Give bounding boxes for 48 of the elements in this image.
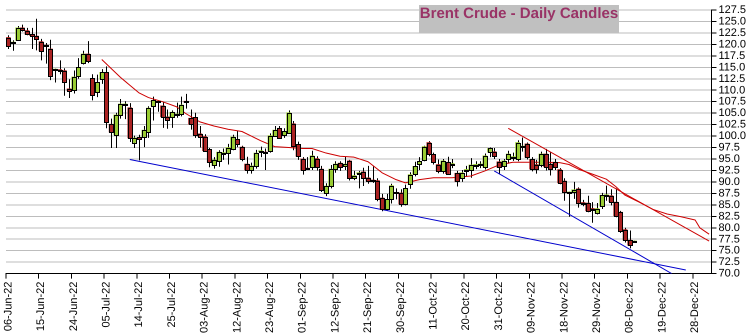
- y-tick-label: 90.0: [718, 176, 740, 188]
- y-tick-label: 77.5: [718, 233, 740, 246]
- x-tick-label: 24-Jun-22: [68, 282, 80, 332]
- x-tick-label: 12-Sep-22: [329, 282, 342, 334]
- x-tick-label: 19-Dec-22: [656, 282, 668, 333]
- y-tick-label: 95.0: [718, 153, 740, 166]
- y-tick-label: 100.0: [718, 130, 746, 142]
- x-tick-label: 21-Sep-22: [362, 282, 374, 334]
- x-tick-label: 05-Jul-22: [100, 282, 112, 328]
- chart-title: Brent Crude - Daily Candles: [419, 5, 619, 33]
- y-tick-label: 115.0: [718, 61, 746, 74]
- y-tick-label: 82.5: [718, 210, 740, 222]
- x-tick-label: 06-Jun-22: [2, 282, 14, 332]
- y-tick-label: 70.0: [718, 268, 740, 280]
- y-tick-label: 120.0: [718, 38, 746, 50]
- y-tick-label: 80.0: [718, 222, 740, 234]
- y-tick-label: 87.5: [718, 187, 740, 200]
- x-tick-label: 28-Dec-22: [689, 282, 702, 333]
- y-tick-label: 117.5: [718, 50, 746, 62]
- y-tick-label: 110.0: [718, 84, 746, 96]
- x-tick-label: 30-Sep-22: [394, 282, 407, 334]
- y-tick-label: 112.5: [718, 72, 746, 85]
- y-tick-label: 107.5: [718, 96, 746, 108]
- candlestick: [104, 66, 109, 129]
- x-tick-label: 03-Aug-22: [198, 282, 211, 334]
- x-tick-label: 25-Jul-22: [166, 282, 178, 328]
- x-tick-label: 01-Sep-22: [296, 282, 309, 334]
- y-tick-label: 92.5: [718, 164, 740, 176]
- y-tick-label: 72.5: [718, 256, 740, 268]
- y-tick-label: 85.0: [718, 198, 740, 211]
- x-tick-label: 14-Jul-22: [133, 282, 146, 328]
- x-tick-label: 11-Oct-22: [428, 282, 440, 330]
- x-tick-label: 18-Nov-22: [558, 282, 570, 333]
- x-tick-label: 29-Nov-22: [591, 282, 604, 333]
- y-tick-label: 105.0: [718, 107, 746, 120]
- x-tick-label: 31-Oct-22: [492, 282, 505, 331]
- x-tick-label: 20-Oct-22: [460, 282, 472, 331]
- y-tick-label: 122.5: [718, 26, 746, 39]
- y-tick-label: 75.0: [718, 244, 740, 257]
- y-tick-label: 127.5: [718, 4, 746, 16]
- x-tick-label: 12-Aug-22: [231, 282, 244, 334]
- x-tick-label: 23-Aug-22: [264, 282, 276, 334]
- y-tick-label: 102.5: [718, 118, 746, 131]
- y-tick-label: 97.5: [718, 142, 740, 154]
- x-tick-label: 09-Nov-22: [526, 282, 538, 333]
- x-tick-label: 08-Dec-22: [624, 282, 636, 333]
- y-tick-label: 125.0: [718, 15, 746, 28]
- x-tick-label: 15-Jun-22: [35, 282, 48, 332]
